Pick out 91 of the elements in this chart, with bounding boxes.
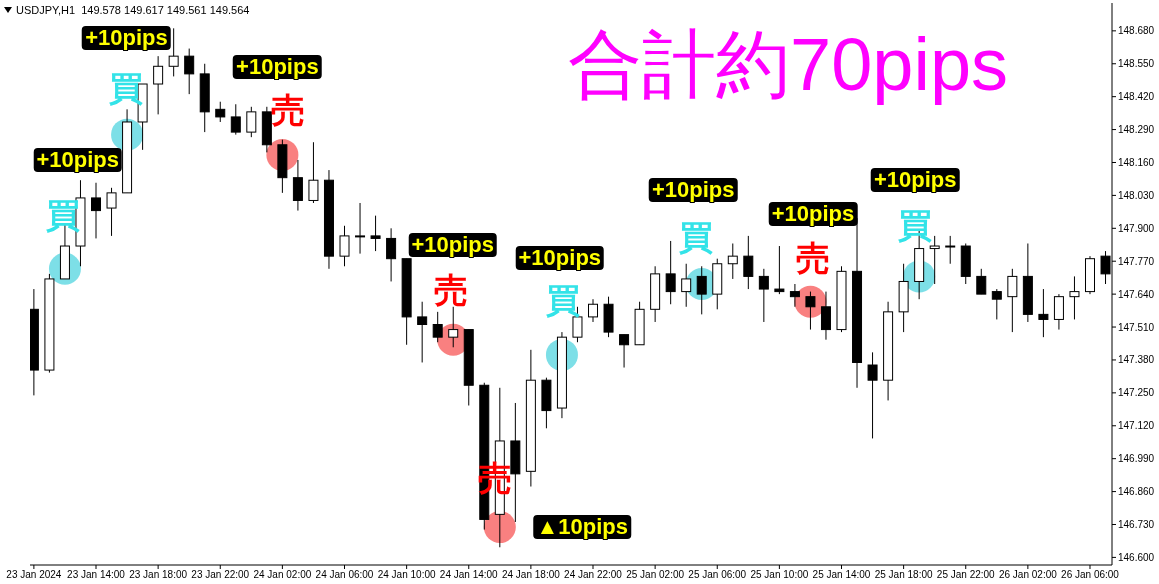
candlestick (91, 182, 102, 239)
candlestick (184, 48, 195, 95)
x-tick-label: 23 Jan 14:00 (67, 569, 126, 581)
y-tick-label: 147.510 (1118, 321, 1155, 333)
candlestick (945, 235, 956, 265)
candlestick (1053, 293, 1064, 331)
x-tick-label: 24 Jan 06:00 (315, 569, 374, 581)
candlestick (696, 265, 707, 315)
candlestick (681, 263, 692, 308)
annotation: +10pips (82, 25, 171, 50)
point (483, 511, 516, 544)
x-tick-label: 23 Jan 22:00 (191, 569, 250, 581)
candlestick (743, 235, 754, 290)
y-tick-label: 146.600 (1118, 551, 1155, 563)
candlestick (619, 334, 630, 369)
candlestick (867, 351, 878, 439)
candlestick (153, 55, 164, 115)
x-tick-label: 23 Jan 2024 (6, 569, 62, 581)
annotation: +10pips (768, 201, 858, 226)
candlestick (976, 268, 987, 295)
annotation: 買 (109, 69, 144, 107)
annotation: +10pips (408, 232, 497, 257)
x-tick-label: 25 Jan 10:00 (750, 569, 809, 581)
candlestick (820, 291, 831, 341)
candlestick (665, 240, 676, 305)
candlestick (1038, 288, 1049, 338)
y-tick-label: 147.380 (1118, 354, 1155, 366)
y-tick-label: 148.420 (1118, 91, 1155, 103)
candlestick (355, 202, 366, 255)
x-tick-label: 26 Jan 06:00 (1061, 569, 1120, 581)
candlestick (370, 215, 381, 252)
x-tick-label: 25 Jan 14:00 (812, 569, 871, 581)
y-tick-label: 146.730 (1118, 519, 1155, 531)
annotation: 合計約70pips (568, 23, 1009, 106)
candlestick (1007, 268, 1018, 333)
y-tick-label: 148.680 (1118, 25, 1155, 37)
candlestick (308, 141, 319, 204)
candlestick (758, 268, 769, 323)
candlestick (386, 227, 397, 282)
y-tick-label: 147.640 (1118, 288, 1155, 300)
y-tick-label: 148.290 (1118, 124, 1155, 136)
x-tick-label: 25 Jan 22:00 (936, 569, 996, 581)
y-tick-label: 148.030 (1118, 189, 1155, 201)
annotation: +10pips (870, 167, 960, 192)
candlestick (805, 291, 816, 331)
candlestick (339, 225, 350, 267)
x-tick-label: 24 Jan 10:00 (377, 569, 436, 581)
x-tick-label: 24 Jan 18:00 (501, 569, 561, 581)
annotation: ▲10pips (533, 514, 631, 539)
candlestick (230, 103, 241, 136)
candlestick (292, 159, 303, 212)
x-tick-label: 23 Jan 18:00 (129, 569, 188, 581)
x-tick-label: 24 Jan 14:00 (439, 569, 499, 581)
candlestick (727, 243, 738, 280)
y-tick-label: 147.900 (1118, 222, 1155, 234)
x-tick-label: 24 Jan 22:00 (564, 569, 623, 581)
y-tick-label: 146.990 (1118, 453, 1155, 465)
y-tick-label: 148.550 (1118, 58, 1155, 70)
candlestick (588, 298, 598, 323)
x-tick-label: 24 Jan 02:00 (253, 569, 312, 581)
candlestick (246, 106, 257, 138)
candlestick (991, 288, 1002, 320)
x-tick-label: 25 Jan 18:00 (874, 569, 933, 581)
annotation: 買 (898, 206, 933, 244)
candlestick (168, 27, 179, 77)
candlestick (106, 187, 117, 237)
y-tick-label: 148.160 (1118, 157, 1155, 169)
x-tick-label: 26 Jan 02:00 (998, 569, 1058, 581)
candlestick (774, 245, 785, 295)
candlestick (417, 301, 428, 363)
annotation: +10pips (648, 177, 738, 202)
candlestick (1069, 275, 1080, 320)
annotation: +10pips (33, 147, 122, 172)
y-tick-label: 147.770 (1118, 255, 1155, 267)
chart-title: USDJPY,H1 149.578 149.617 149.561 149.564 (16, 4, 250, 16)
annotation: 売 (271, 91, 306, 129)
annotation: +10pips (515, 245, 605, 270)
x-tick-label: 25 Jan 02:00 (626, 569, 685, 581)
annotation: 売 (796, 239, 830, 277)
candlestick (215, 101, 226, 123)
annotation: +10pips (233, 54, 322, 79)
annotation: 売 (433, 271, 468, 309)
annotation: 買 (545, 281, 580, 319)
annotation: 買 (679, 218, 714, 256)
candlestick (448, 306, 459, 348)
y-tick-label: 146.860 (1118, 486, 1155, 498)
candlestick (432, 311, 443, 343)
x-tick-label: 25 Jan 06:00 (688, 569, 747, 581)
y-tick-label: 147.250 (1118, 387, 1155, 399)
y-tick-label: 147.120 (1118, 420, 1155, 432)
candlestick (789, 283, 800, 308)
